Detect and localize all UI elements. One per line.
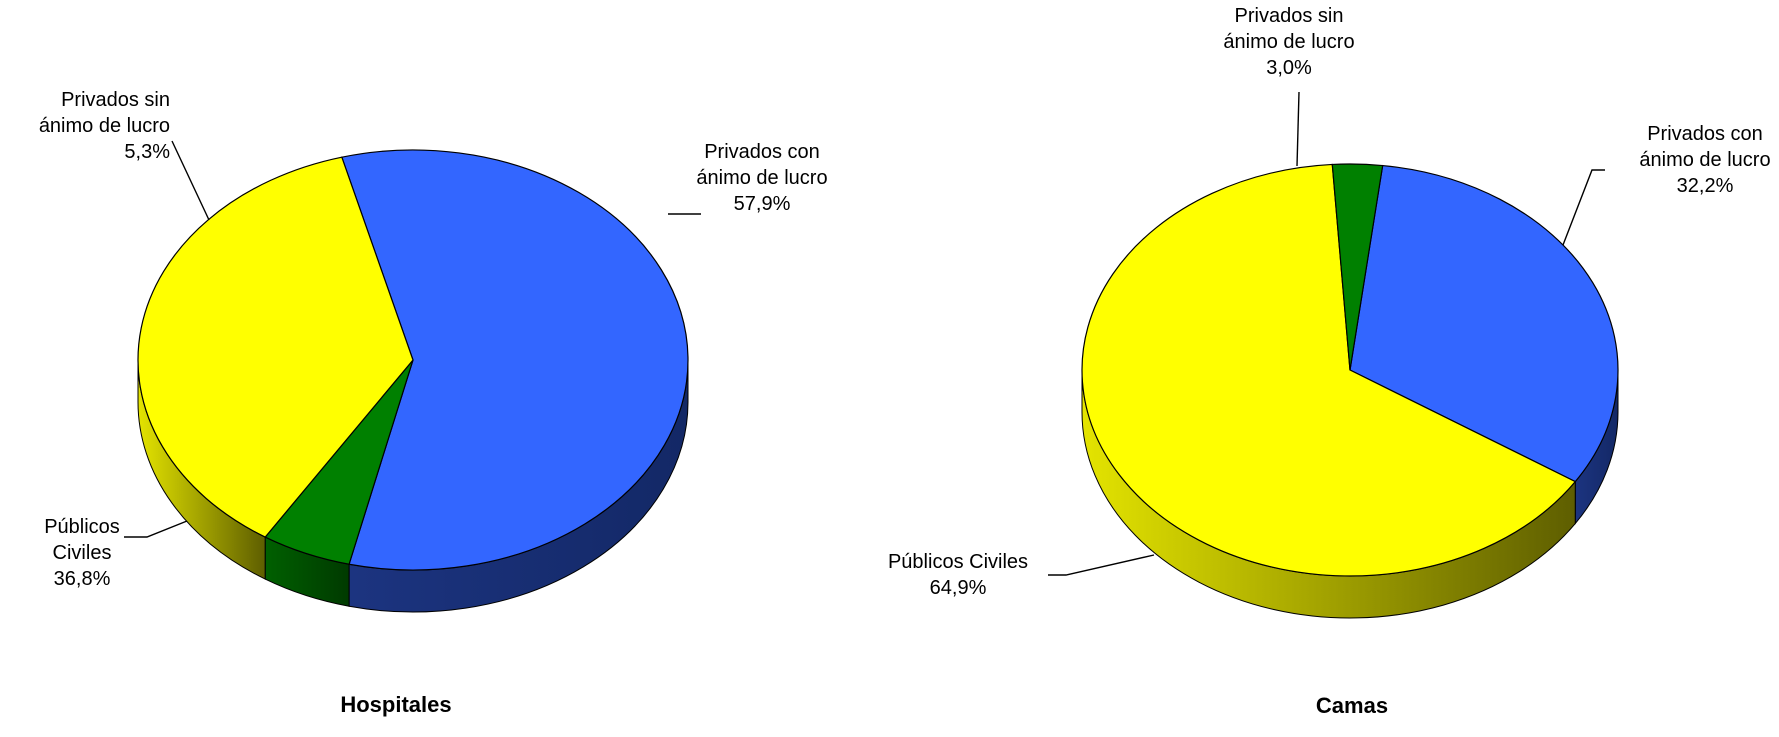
pie-1-slice-1-label-line: 64,9% <box>930 577 987 599</box>
pie-1-slice-2-leader <box>1296 91 1300 167</box>
pie-1-slice-0-label-line: 32,2% <box>1677 175 1734 197</box>
pie-0-slice-1-label-line: Privados sin <box>61 89 170 111</box>
pie-0-slice-1-label-line: 5,3% <box>124 141 170 163</box>
pie-0-slice-0-label: Privados con ánimo de lucro 57,9% <box>696 141 827 215</box>
pie-0-slice-2-label-line: Públicos <box>44 516 120 538</box>
pie-1-slice-1-label: Públicos Civiles 64,9% <box>888 551 1028 599</box>
labels: Privados con ánimo de lucro 57,9%Privados … <box>39 5 1771 718</box>
pie-1-title: Camas <box>1316 693 1388 718</box>
pie-1-slice-0-label-line: Privados con <box>1647 123 1763 145</box>
pie-1-slice-1-label-line: Públicos Civiles <box>888 551 1028 573</box>
pie-0-slice-2-leader <box>124 520 188 538</box>
pie-0-slice-0-label-line: ánimo de lucro <box>696 167 827 189</box>
pie-1-slice-1 <box>1081 163 1577 577</box>
pie-1-slice-0-label-line: ánimo de lucro <box>1639 149 1770 171</box>
pie-1-slice-2-label-line: ánimo de lucro <box>1223 31 1354 53</box>
pie-0-slice-0 <box>341 149 689 571</box>
pie-1-slice-2-label-line: Privados sin <box>1235 5 1344 27</box>
pie-0-slice-2-label-line: Civiles <box>53 542 112 564</box>
pie-1-slice-2 <box>1331 163 1384 371</box>
pie-0-slice-1-label: Privados sin ánimo de lucro 5,3% <box>39 89 170 163</box>
pie-0-slice-2 <box>137 156 414 538</box>
pie-0-slice-1-leader <box>171 140 210 221</box>
pie-1-slice-0-leader <box>1562 169 1605 246</box>
pie-0-slice-1-label-line: ánimo de lucro <box>39 115 170 137</box>
pie-1-slice-0-label: Privados con ánimo de lucro 32,2% <box>1639 123 1770 197</box>
pie-1-slice-1-leader <box>1048 554 1155 576</box>
pie-0-slice-2-label-line: 36,8% <box>54 568 111 590</box>
pie-tops <box>137 149 1619 577</box>
leader-lines <box>124 91 1605 576</box>
pie-0-slice-2-label: Públicos Civiles 36,8% <box>44 516 120 590</box>
pie-0-slice-0-label-line: 57,9% <box>734 193 791 215</box>
pie-1-slice-2-label-line: 3,0% <box>1266 57 1312 79</box>
pie-0-title: Hospitales <box>340 692 451 717</box>
pie-0-slice-0-label-line: Privados con <box>704 141 820 163</box>
pie-1-slice-2-label: Privados sin ánimo de lucro 3,0% <box>1223 5 1354 79</box>
